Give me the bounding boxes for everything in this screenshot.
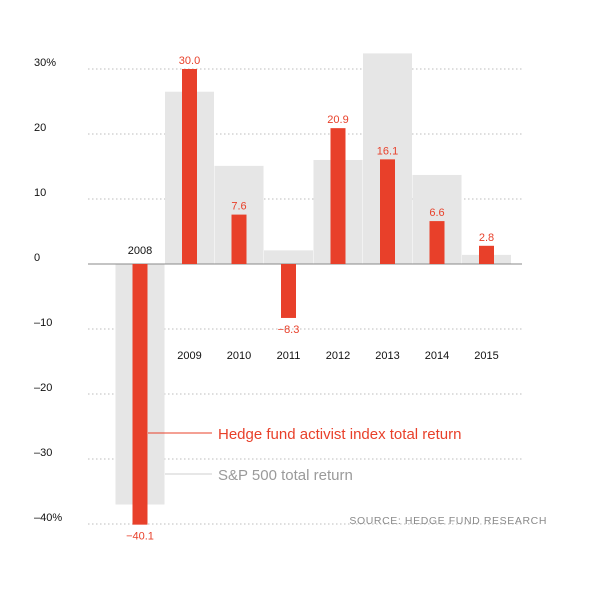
- y-tick-label-0: 30%: [34, 57, 56, 69]
- y-tick-label-5: –20: [34, 382, 52, 394]
- data-label-2010: 7.6: [231, 201, 246, 213]
- legend-sp500-label: S&P 500 total return: [218, 467, 353, 484]
- source-note: SOURCE: HEDGE FUND RESEARCH: [349, 515, 547, 527]
- y-tick-label-1: 20: [34, 122, 46, 134]
- data-label-2009: 30.0: [179, 55, 200, 67]
- category-label-2012: 2012: [326, 350, 350, 362]
- x-category-labels: 2008 2009 2010 2011 2012 2013 2014 2015: [128, 245, 499, 362]
- y-tick-label-2: 10: [34, 187, 46, 199]
- hedge-fund-bar-2013: [380, 159, 395, 264]
- category-label-2015: 2015: [474, 350, 498, 362]
- category-label-2014: 2014: [425, 350, 449, 362]
- data-label-2013: 16.1: [377, 145, 398, 157]
- hedge-fund-bar-2008: [132, 264, 148, 525]
- hedge-fund-bars: [132, 69, 494, 525]
- category-label-2009: 2009: [177, 350, 201, 362]
- category-label-2010: 2010: [227, 350, 251, 362]
- hedge-fund-bar-2010: [231, 214, 247, 264]
- y-tick-labels: 30% 20 10 0 –10 –20 –30 –40%: [34, 57, 62, 524]
- data-label-2015: 2.8: [479, 232, 494, 244]
- sp500-bar-2011: [264, 250, 313, 264]
- hedge-fund-bar-2014: [429, 221, 445, 264]
- y-tick-label-7: –40%: [34, 512, 62, 524]
- data-label-2011: −8.3: [278, 324, 300, 336]
- hedge-fund-bar-2011: [281, 264, 296, 318]
- hedge-fund-bar-2015: [479, 245, 494, 264]
- data-label-2014: 6.6: [429, 207, 444, 219]
- data-label-2012: 20.9: [327, 114, 348, 126]
- y-tick-label-6: –30: [34, 447, 52, 459]
- legend: Hedge fund activist index total return S…: [148, 426, 461, 484]
- data-label-2008: −40.1: [126, 531, 154, 543]
- y-tick-label-4: –10: [34, 317, 52, 329]
- legend-hedge-fund-label: Hedge fund activist index total return: [218, 426, 461, 443]
- hedge-fund-bar-2009: [182, 69, 197, 264]
- category-label-2013: 2013: [375, 350, 399, 362]
- y-tick-label-3: 0: [34, 252, 40, 264]
- data-labels: −40.1 30.0 7.6 −8.3 20.9 16.1 6.6 2.8: [126, 55, 494, 543]
- category-label-2008: 2008: [128, 245, 152, 257]
- category-label-2011: 2011: [277, 350, 301, 362]
- hedge-fund-bar-2012: [330, 128, 346, 264]
